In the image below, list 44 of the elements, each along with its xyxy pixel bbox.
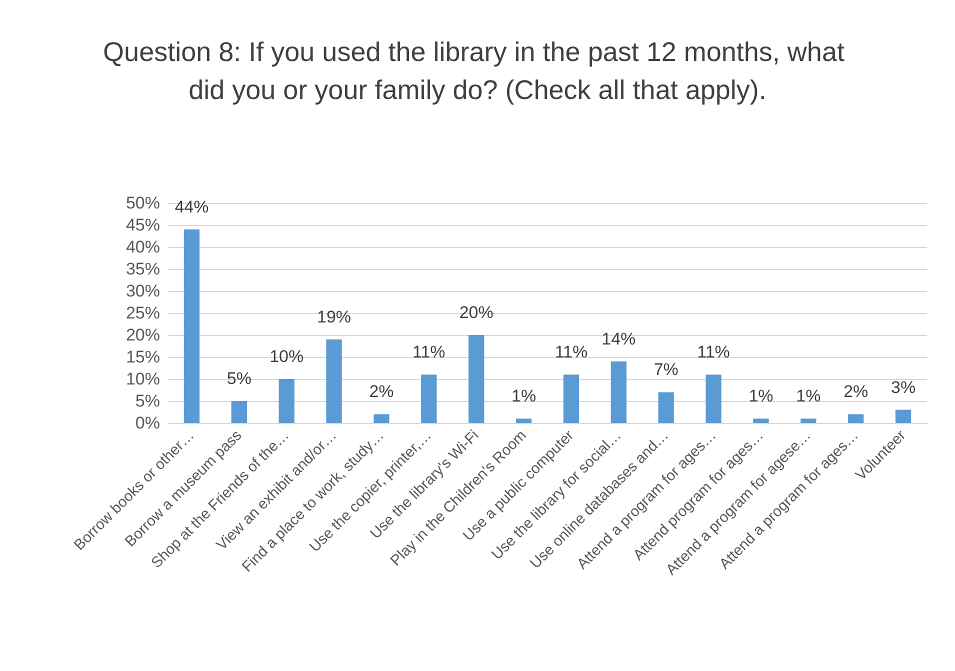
- bar: [753, 418, 769, 423]
- data-label: 19%: [317, 307, 352, 326]
- data-label: 20%: [459, 303, 494, 322]
- bar: [278, 379, 294, 423]
- bar: [658, 392, 674, 423]
- y-tick-label: 25%: [126, 304, 160, 322]
- y-tick-label: 35%: [126, 260, 160, 278]
- data-label: 1%: [511, 386, 536, 406]
- bar: [231, 401, 247, 423]
- bar: [610, 361, 626, 423]
- data-label: 44%: [174, 197, 209, 216]
- y-tick-label: 20%: [126, 326, 160, 344]
- bar: [706, 374, 722, 423]
- y-tick-label: 50%: [126, 194, 160, 212]
- bar: [800, 418, 816, 423]
- data-label: 14%: [602, 329, 636, 348]
- data-label: 11%: [412, 342, 446, 362]
- data-label: 3%: [890, 378, 916, 397]
- y-tick-label: 15%: [126, 348, 160, 366]
- bar: [184, 229, 200, 423]
- data-label: 1%: [796, 386, 821, 406]
- data-label: 2%: [844, 382, 868, 402]
- data-label: 5%: [226, 369, 252, 388]
- bar: [895, 410, 912, 423]
- chart-title: Question 8: If you used the library in the past 12 months, what did you or your family do? (Check all that apply).: [103, 37, 852, 105]
- y-tick-label: 0%: [135, 414, 160, 432]
- bar: [326, 339, 342, 423]
- data-label: 11%: [697, 342, 730, 362]
- data-label: 2%: [369, 382, 394, 402]
- data-label: 7%: [654, 360, 678, 380]
- bar: [848, 414, 864, 423]
- y-tick-label: 45%: [126, 216, 160, 234]
- bar: [563, 374, 580, 423]
- bar: [516, 418, 532, 423]
- y-tick-label: 30%: [126, 282, 160, 300]
- y-tick-label: 5%: [135, 392, 160, 410]
- bar: [468, 335, 484, 423]
- bar: [374, 414, 390, 423]
- data-label: 11%: [554, 342, 588, 362]
- y-tick-label: 10%: [126, 370, 160, 388]
- bar: [421, 374, 437, 423]
- data-label: 10%: [270, 347, 304, 366]
- data-label: 1%: [748, 386, 774, 406]
- y-tick-label: 40%: [126, 238, 160, 256]
